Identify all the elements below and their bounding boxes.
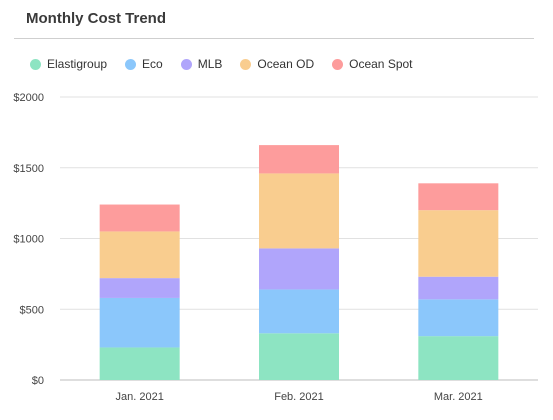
bar-segment-elastigroup[interactable]	[418, 336, 499, 380]
legend-item-ocean-od[interactable]: Ocean OD	[240, 57, 314, 71]
legend-swatch-ocean-od	[240, 58, 252, 70]
chart-title: Monthly Cost Trend	[26, 10, 166, 27]
title-divider	[14, 38, 534, 39]
bar-segment-elastigroup[interactable]	[99, 347, 180, 380]
bar-segment-eco[interactable]	[99, 297, 180, 348]
legend-swatch-elastigroup	[30, 58, 41, 70]
bar-stack-jan-2021[interactable]	[99, 204, 180, 380]
legend-item-ocean-spot[interactable]: Ocean Spot	[332, 57, 413, 71]
chart-legend: Elastigroup Eco MLB Ocean OD Ocean Spot	[30, 57, 431, 71]
legend-label: Ocean OD	[257, 57, 315, 71]
y-tick-label: $1000	[13, 234, 44, 246]
bar-segment-ocean-od[interactable]	[418, 210, 499, 277]
bar-segment-mlb[interactable]	[99, 278, 180, 298]
legend-swatch-eco	[125, 58, 137, 70]
legend-label: MLB	[197, 57, 223, 71]
legend-swatch-mlb	[180, 58, 192, 70]
legend-item-mlb[interactable]: MLB	[180, 57, 223, 71]
bar-segment-mlb[interactable]	[259, 248, 339, 290]
bar-segment-elastigroup[interactable]	[259, 333, 339, 380]
bar-segment-eco[interactable]	[259, 289, 339, 334]
bar-segment-ocean-od[interactable]	[259, 173, 339, 249]
legend-swatch-ocean-spot	[332, 58, 344, 70]
legend-label: Elastigroup	[47, 57, 108, 71]
x-tick-label: Jan. 2021	[116, 391, 164, 403]
y-tick-label: $1500	[13, 163, 44, 175]
bar-segment-ocean-od[interactable]	[99, 231, 180, 279]
legend-label: Ocean Spot	[349, 57, 413, 71]
bar-stack-feb-2021[interactable]	[259, 145, 339, 380]
bar-stack-mar-2021[interactable]	[418, 183, 499, 380]
legend-item-elastigroup[interactable]: Elastigroup	[30, 57, 107, 71]
x-tick-label: Feb. 2021	[274, 391, 324, 403]
bar-segment-mlb[interactable]	[418, 276, 499, 300]
y-tick-label: $500	[20, 304, 44, 316]
bar-segment-eco[interactable]	[418, 299, 499, 337]
legend-label: Eco	[142, 57, 163, 71]
bar-segment-ocean-spot[interactable]	[99, 204, 180, 232]
y-tick-label: $0	[32, 375, 44, 387]
bar-segment-ocean-spot[interactable]	[418, 183, 499, 211]
x-tick-label: Mar. 2021	[434, 391, 483, 403]
y-tick-label: $2000	[13, 92, 44, 104]
legend-item-eco[interactable]: Eco	[125, 57, 163, 71]
bar-segment-ocean-spot[interactable]	[259, 145, 339, 174]
